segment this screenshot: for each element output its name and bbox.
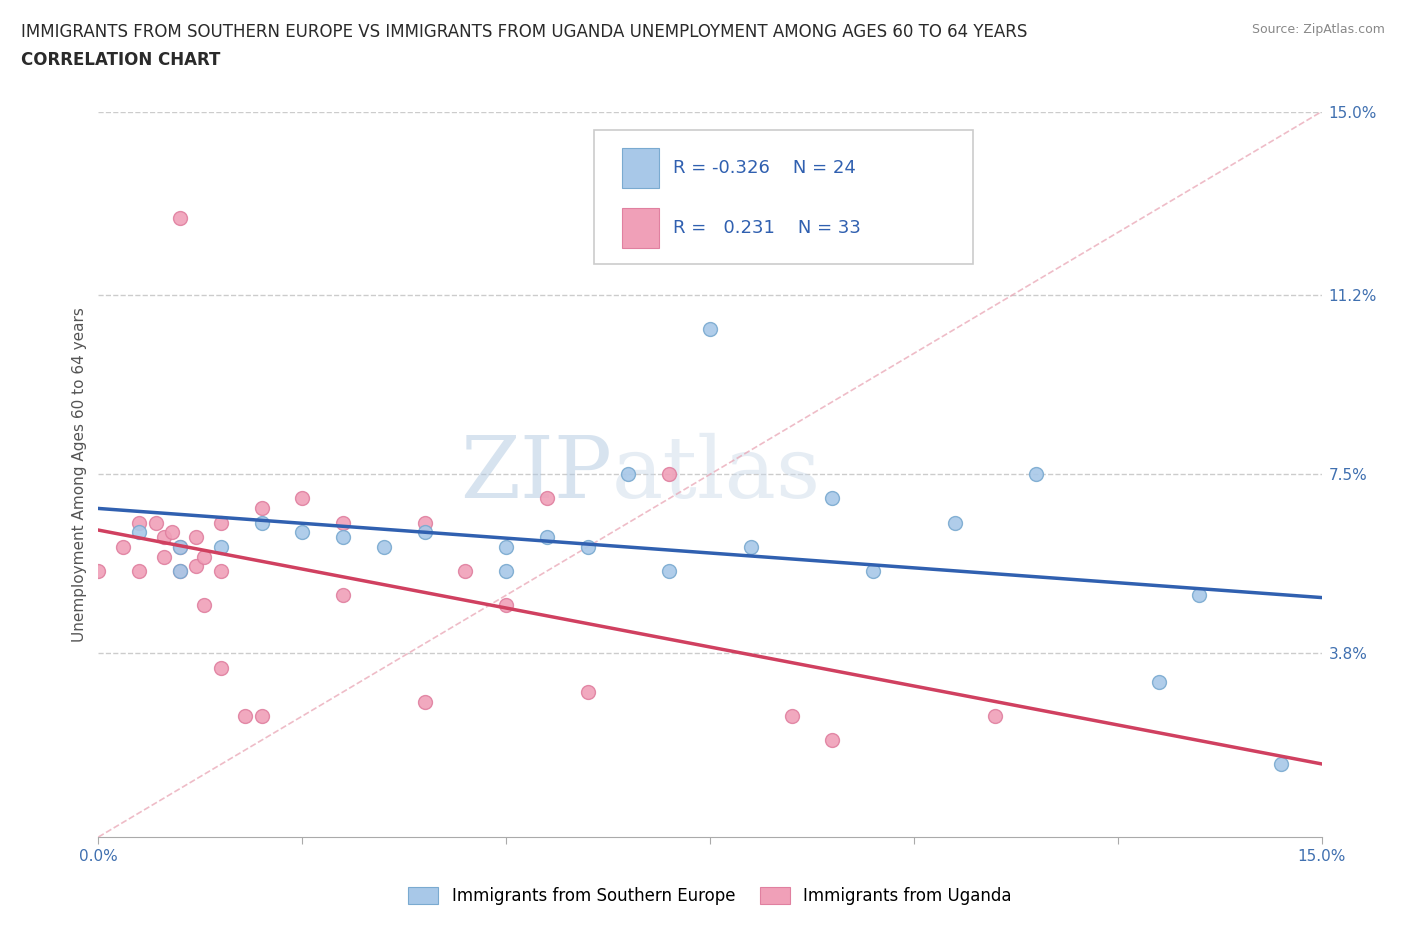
Legend: Immigrants from Southern Europe, Immigrants from Uganda: Immigrants from Southern Europe, Immigra…	[402, 881, 1018, 912]
Point	[536, 530, 558, 545]
Point	[128, 515, 150, 530]
Point	[413, 694, 436, 709]
Point	[658, 467, 681, 482]
Point	[186, 559, 208, 574]
Point	[193, 549, 215, 564]
Point	[536, 491, 558, 506]
Point	[454, 564, 477, 578]
Text: R =   0.231    N = 33: R = 0.231 N = 33	[673, 219, 862, 236]
Point	[1025, 467, 1047, 482]
Point	[87, 564, 110, 578]
FancyBboxPatch shape	[621, 148, 658, 188]
FancyBboxPatch shape	[621, 207, 658, 247]
Point	[617, 467, 640, 482]
Point	[821, 491, 844, 506]
Point	[413, 525, 436, 539]
Point	[495, 597, 517, 612]
Point	[495, 564, 517, 578]
Text: CORRELATION CHART: CORRELATION CHART	[21, 51, 221, 69]
Point	[209, 539, 232, 554]
Point	[332, 515, 354, 530]
Point	[152, 549, 174, 564]
Point	[699, 322, 721, 337]
Point	[169, 210, 191, 225]
Text: IMMIGRANTS FROM SOUTHERN EUROPE VS IMMIGRANTS FROM UGANDA UNEMPLOYMENT AMONG AGE: IMMIGRANTS FROM SOUTHERN EUROPE VS IMMIG…	[21, 23, 1028, 41]
Point	[169, 564, 191, 578]
Point	[209, 515, 232, 530]
Point	[250, 500, 273, 515]
Point	[658, 564, 681, 578]
Point	[576, 539, 599, 554]
Point	[740, 539, 762, 554]
Point	[943, 515, 966, 530]
Point	[169, 564, 191, 578]
Point	[186, 530, 208, 545]
Point	[250, 709, 273, 724]
Point	[1188, 588, 1211, 603]
Point	[193, 597, 215, 612]
Text: atlas: atlas	[612, 432, 821, 516]
Point	[291, 491, 314, 506]
Point	[145, 515, 167, 530]
Point	[495, 539, 517, 554]
Point	[128, 525, 150, 539]
Point	[160, 525, 183, 539]
Point	[780, 709, 803, 724]
Point	[128, 564, 150, 578]
Point	[169, 539, 191, 554]
Point	[984, 709, 1007, 724]
Point	[209, 660, 232, 675]
Point	[576, 684, 599, 699]
Text: Source: ZipAtlas.com: Source: ZipAtlas.com	[1251, 23, 1385, 36]
Point	[862, 564, 884, 578]
FancyBboxPatch shape	[593, 130, 973, 264]
Point	[152, 530, 174, 545]
Point	[373, 539, 395, 554]
Point	[250, 515, 273, 530]
Point	[233, 709, 256, 724]
Point	[169, 539, 191, 554]
Point	[209, 564, 232, 578]
Text: ZIP: ZIP	[460, 432, 612, 516]
Text: R = -0.326    N = 24: R = -0.326 N = 24	[673, 159, 856, 178]
Point	[332, 588, 354, 603]
Point	[1270, 757, 1292, 772]
Point	[413, 515, 436, 530]
Point	[332, 530, 354, 545]
Point	[1147, 675, 1170, 690]
Point	[821, 733, 844, 748]
Point	[291, 525, 314, 539]
Point	[111, 539, 134, 554]
Y-axis label: Unemployment Among Ages 60 to 64 years: Unemployment Among Ages 60 to 64 years	[72, 307, 87, 642]
